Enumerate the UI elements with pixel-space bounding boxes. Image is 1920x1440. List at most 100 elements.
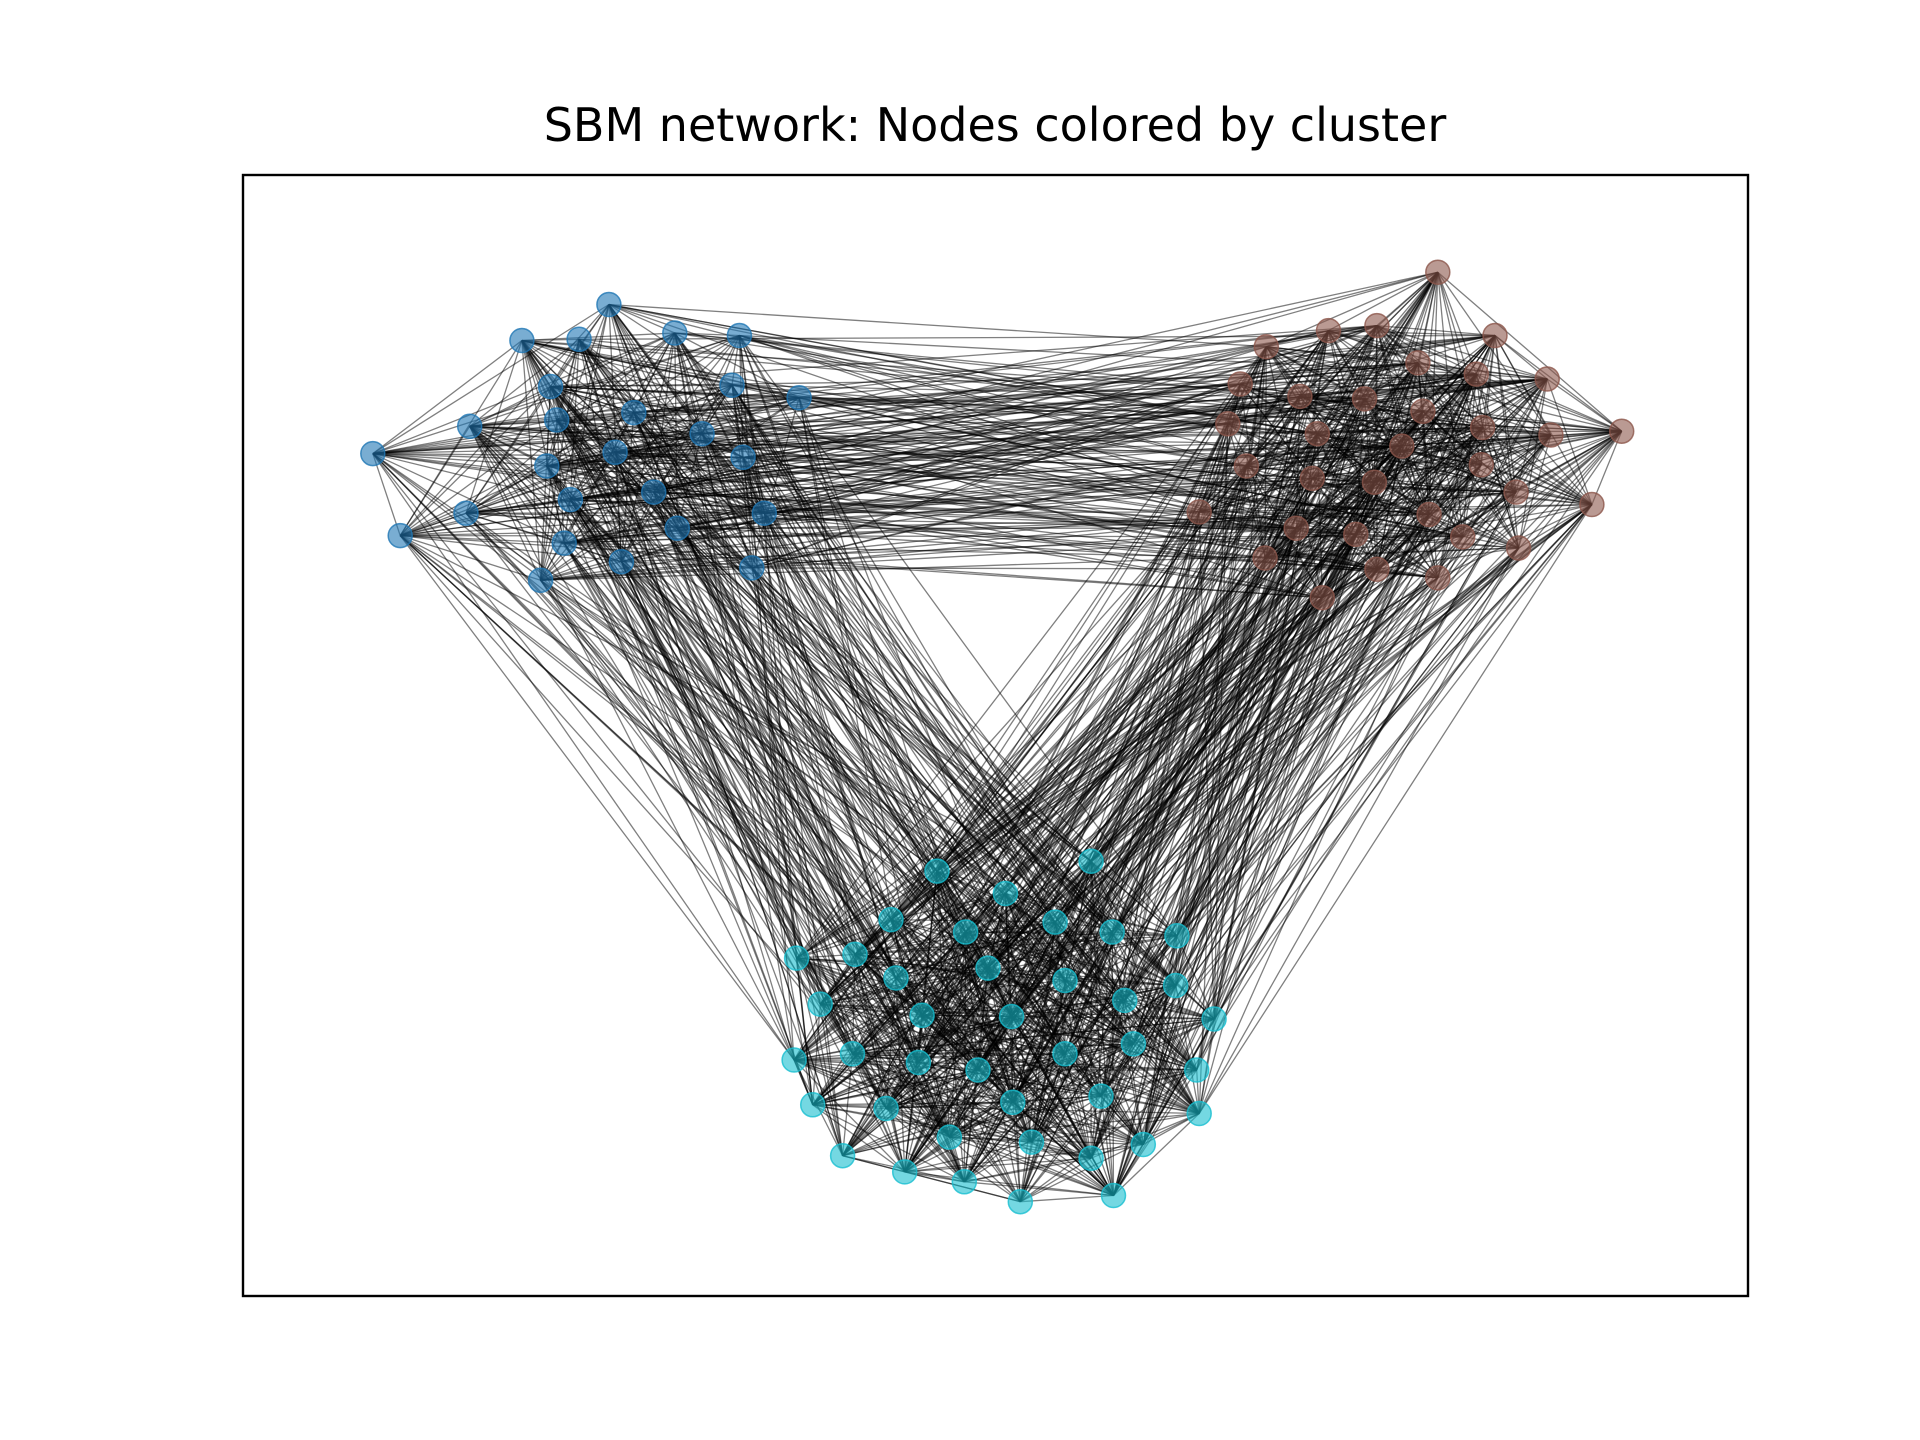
node-cluster-1: [1389, 433, 1415, 459]
node-cluster-0: [360, 440, 386, 467]
edge: [819, 921, 1056, 1005]
edge: [1376, 324, 1548, 380]
edge: [904, 1016, 1013, 1173]
edge: [796, 577, 1439, 959]
edge: [1090, 533, 1357, 862]
edge: [1064, 504, 1593, 1055]
node-cluster-1: [1252, 545, 1278, 571]
edge: [1265, 557, 1438, 579]
edge: [1011, 427, 1484, 1017]
edge: [372, 453, 401, 536]
edge: [1004, 893, 1066, 981]
edge: [1227, 395, 1301, 425]
edge: [1054, 921, 1144, 1145]
edge: [1031, 1069, 1197, 1143]
edge: [796, 346, 1267, 959]
node-cluster-2: [1007, 1188, 1034, 1215]
edge: [1246, 426, 1483, 467]
edge: [1227, 410, 1423, 425]
node-cluster-2: [883, 965, 909, 991]
node-cluster-2: [1088, 1083, 1114, 1109]
edge: [546, 465, 565, 544]
node-cluster-2: [1186, 1100, 1212, 1127]
edge: [793, 557, 1266, 1061]
node-cluster-2: [1120, 1031, 1147, 1057]
node-cluster-2: [799, 1092, 826, 1118]
edge: [1064, 979, 1176, 987]
node-cluster-2: [936, 1124, 963, 1150]
edge: [812, 1004, 821, 1105]
edge: [922, 1014, 1134, 1045]
edge: [1124, 999, 1215, 1020]
edge: [904, 1171, 1114, 1197]
node-cluster-2: [839, 1041, 866, 1067]
edge: [1546, 378, 1623, 432]
node-cluster-0: [566, 326, 592, 353]
edge: [1374, 481, 1519, 549]
edge: [372, 332, 676, 455]
node-cluster-1: [1283, 515, 1309, 541]
edge: [1295, 445, 1403, 529]
edge: [918, 1061, 1200, 1115]
edge: [918, 1061, 1197, 1071]
edge: [1227, 423, 1266, 559]
node-cluster-0: [453, 500, 479, 526]
node-cluster-1: [1482, 322, 1508, 349]
node-cluster-1: [1364, 556, 1390, 582]
edge: [820, 979, 1066, 1005]
edge: [1312, 477, 1463, 538]
edge: [852, 1053, 1013, 1103]
node-cluster-0: [739, 555, 765, 581]
edge: [949, 1018, 1215, 1138]
node-cluster-1: [1315, 317, 1342, 344]
node-cluster-1: [1416, 501, 1442, 528]
edge: [1142, 536, 1464, 1145]
edge: [965, 921, 1056, 933]
edge: [546, 397, 800, 467]
edge: [794, 1059, 1102, 1097]
edge: [904, 1157, 1092, 1173]
edge: [819, 577, 1439, 1005]
edge: [796, 597, 1323, 959]
edge: [1090, 597, 1323, 862]
node-cluster-2: [873, 1095, 899, 1122]
edge: [1266, 346, 1552, 436]
node-cluster-1: [1608, 418, 1635, 444]
edge: [1054, 430, 1623, 923]
edge: [751, 533, 1356, 569]
edge: [1064, 527, 1297, 1055]
edge: [621, 395, 1301, 563]
edge: [1005, 892, 1178, 937]
edge: [922, 999, 1125, 1016]
edge: [842, 1043, 1134, 1157]
edge: [1012, 1101, 1092, 1159]
edge: [372, 339, 523, 455]
node-cluster-1: [1505, 535, 1532, 561]
node-cluster-1: [1405, 350, 1431, 376]
edge: [1198, 547, 1520, 1114]
edge: [922, 984, 1176, 1016]
edge: [1199, 491, 1517, 513]
edge: [1142, 534, 1357, 1145]
node-cluster-2: [1078, 848, 1104, 874]
edge: [620, 561, 821, 1005]
edge: [799, 397, 1423, 412]
edge: [556, 384, 733, 421]
edge: [917, 931, 967, 1063]
node-cluster-2: [829, 1142, 856, 1169]
edge: [1476, 373, 1622, 432]
edge: [1090, 860, 1177, 986]
edge: [964, 931, 1014, 1103]
edge: [556, 411, 634, 421]
node-cluster-2: [1078, 1145, 1104, 1171]
edge: [676, 527, 1215, 1020]
node-cluster-1: [1253, 333, 1280, 360]
edge: [1012, 1101, 1144, 1146]
edge: [1312, 430, 1622, 480]
edge: [819, 1004, 844, 1156]
edge: [885, 1107, 1114, 1197]
edge: [793, 1059, 906, 1173]
node-cluster-1: [1425, 565, 1451, 591]
edge: [812, 999, 1125, 1106]
